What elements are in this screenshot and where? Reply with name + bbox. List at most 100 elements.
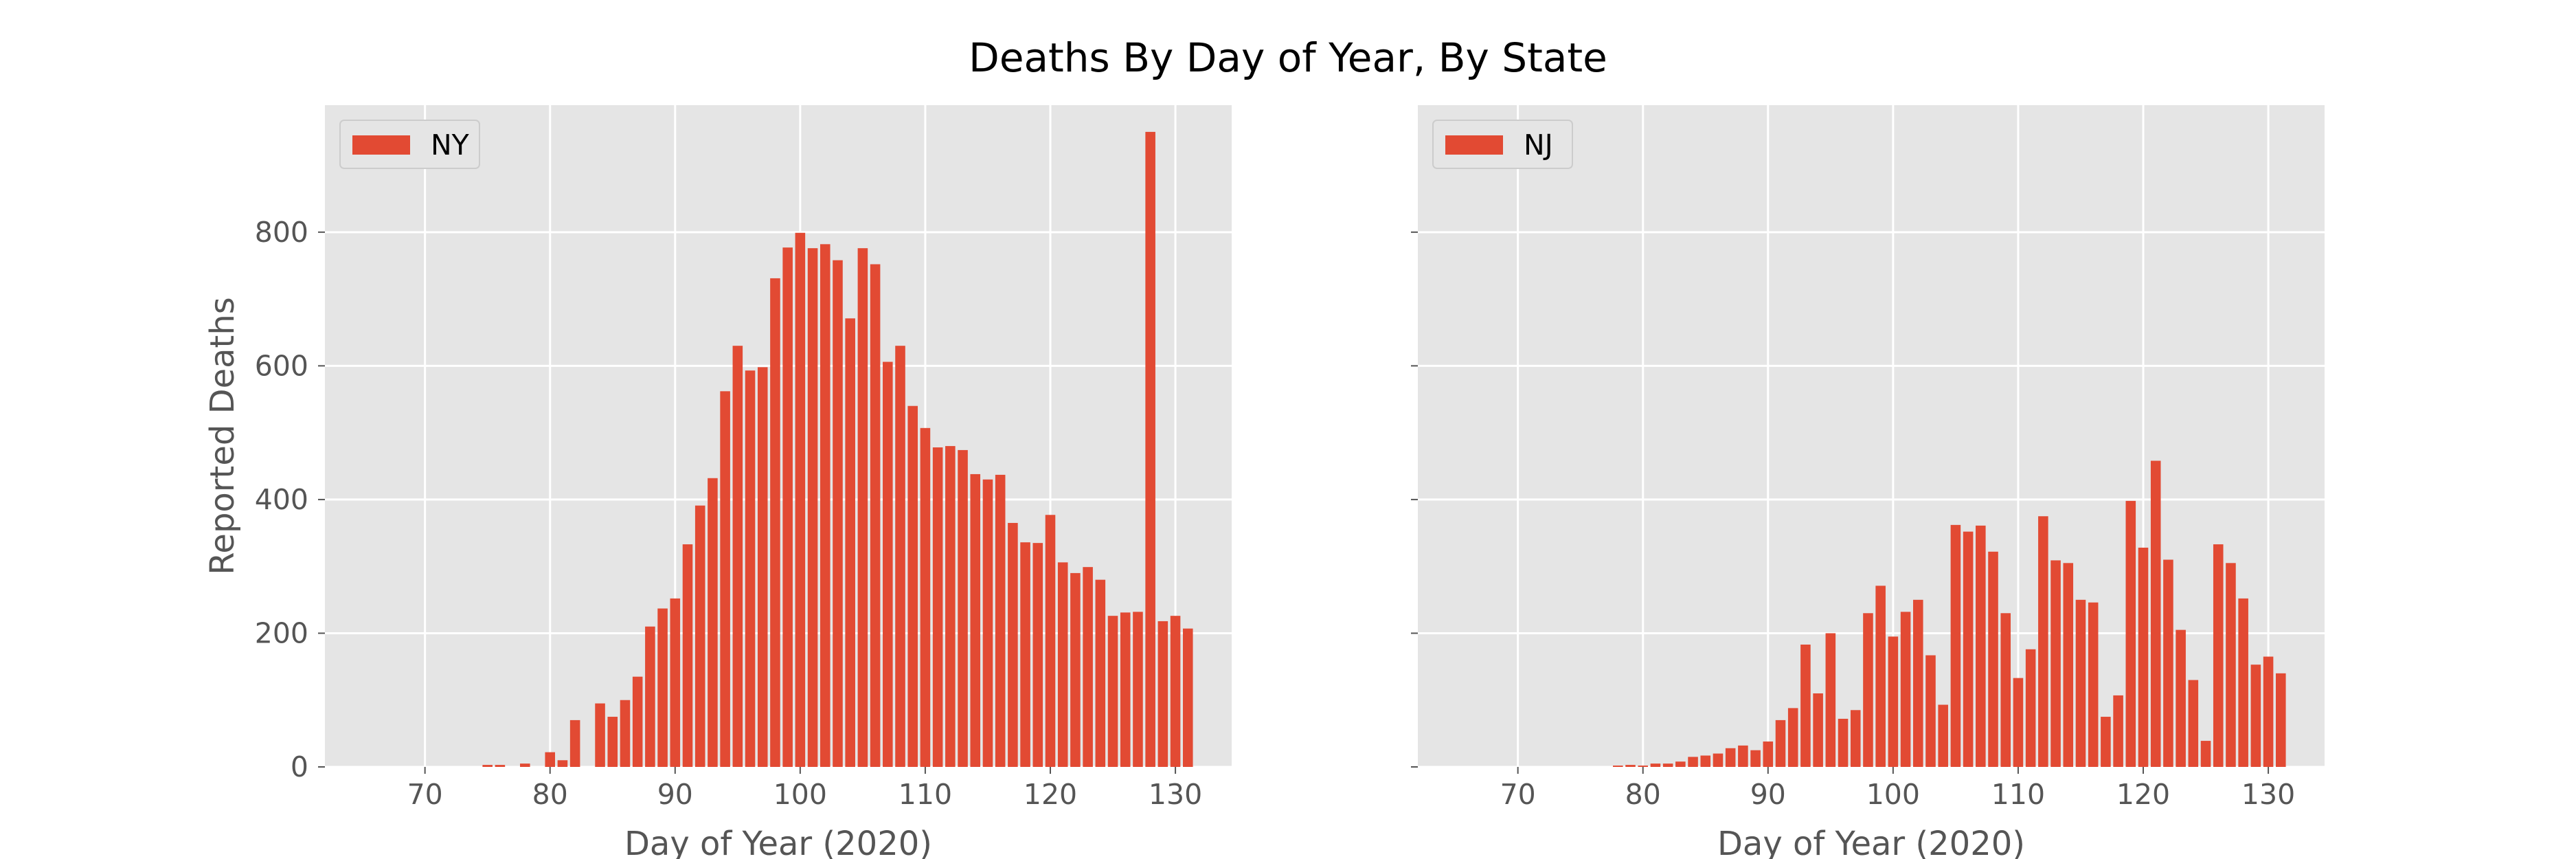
x-axis-label: Day of Year (2020) [1717, 825, 2025, 859]
x-tick-label: 120 [2116, 778, 2170, 811]
bar [820, 244, 831, 767]
bar [757, 367, 768, 767]
bar [607, 717, 618, 767]
bar [2088, 602, 2099, 767]
bar [2275, 673, 2286, 767]
bar [632, 676, 643, 767]
bar [1838, 718, 1849, 767]
bar [1638, 766, 1649, 767]
bar [1750, 750, 1761, 767]
x-tick-label: 80 [1625, 778, 1661, 811]
bar [1688, 757, 1698, 767]
bar [495, 765, 506, 767]
bar [1083, 567, 1093, 767]
bar [2013, 678, 2024, 767]
bar [1008, 522, 1018, 767]
bar [770, 278, 780, 767]
bar [2238, 598, 2248, 767]
bar [682, 544, 693, 767]
bar [2226, 563, 2236, 767]
bar [958, 449, 968, 767]
bar [2000, 613, 2011, 767]
bar [907, 405, 918, 767]
bar [2050, 560, 2061, 767]
y-tick-label: 800 [255, 216, 308, 249]
bar [1875, 585, 1886, 767]
bar [1763, 741, 1774, 767]
legend-label: NJ [1524, 129, 1553, 161]
bar [1863, 613, 1873, 767]
bar [2038, 516, 2048, 767]
bar [1107, 616, 1118, 767]
bar [883, 361, 893, 767]
x-tick-label: 120 [1024, 778, 1077, 811]
legend-label: NY [431, 129, 470, 161]
bar [1738, 745, 1748, 767]
figure-title: Deaths By Day of Year, By State [969, 34, 1607, 81]
bar [482, 765, 493, 767]
bar [1625, 765, 1636, 767]
bar [1133, 612, 1143, 767]
bar [1145, 131, 1155, 768]
bar [995, 474, 1006, 767]
bar [845, 318, 855, 767]
x-tick-label: 70 [1500, 778, 1536, 811]
bar [2200, 741, 2211, 767]
legend-swatch [352, 135, 410, 155]
bar [1032, 543, 1043, 767]
bar [1938, 704, 1948, 767]
bar [857, 248, 868, 767]
bar [1988, 551, 1998, 767]
bar [545, 752, 556, 767]
bar [1662, 763, 1673, 767]
bar [1850, 710, 1861, 767]
bar [620, 700, 631, 767]
x-tick-label: 130 [1149, 778, 1202, 811]
bar [970, 473, 981, 767]
bar [1888, 636, 1899, 767]
bar [833, 260, 843, 767]
bar [1950, 524, 1961, 767]
bar [732, 346, 743, 767]
bar [1700, 755, 1711, 767]
bar [2176, 629, 2186, 767]
y-tick-label: 200 [255, 616, 308, 649]
bar [932, 447, 943, 767]
bar [708, 478, 718, 767]
bar [745, 370, 756, 767]
bar [920, 427, 931, 767]
bar [2163, 559, 2173, 767]
bar [1775, 719, 1786, 767]
bar [1787, 708, 1798, 767]
chart-panel-ny: 70 80 90 100 110 120 130 0 200 400 600 800 Day of Ye… [203, 105, 1232, 859]
bar [569, 719, 580, 767]
x-tick-label: 100 [1866, 778, 1920, 811]
bar [694, 505, 705, 767]
y-tick-label: 0 [291, 750, 308, 783]
bar [1650, 763, 1661, 767]
bar [2101, 717, 2111, 767]
x-tick-label: 90 [657, 778, 693, 811]
y-tick-label: 400 [255, 483, 308, 516]
bar [1095, 579, 1106, 767]
bar [1725, 748, 1736, 767]
bar [1963, 531, 1974, 767]
bar [1813, 693, 1823, 767]
bar [2263, 656, 2274, 767]
bar [1825, 633, 1836, 767]
x-tick-label: 110 [1991, 778, 2045, 811]
bar [2150, 460, 2161, 767]
bar [557, 760, 568, 767]
x-tick-label: 70 [407, 778, 443, 811]
bar [657, 608, 668, 767]
bar [945, 446, 956, 767]
bar [895, 346, 905, 767]
bar [1182, 628, 1193, 767]
x-tick-label: 80 [532, 778, 568, 811]
bar [720, 391, 730, 767]
bar [2025, 649, 2036, 767]
bar [982, 479, 993, 767]
legend-swatch [1445, 135, 1503, 155]
bar [2075, 599, 2086, 767]
